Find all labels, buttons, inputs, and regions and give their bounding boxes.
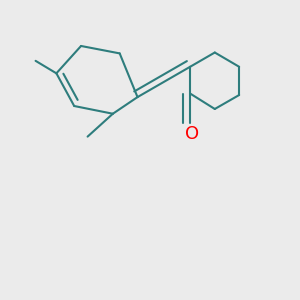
- Text: O: O: [184, 125, 199, 143]
